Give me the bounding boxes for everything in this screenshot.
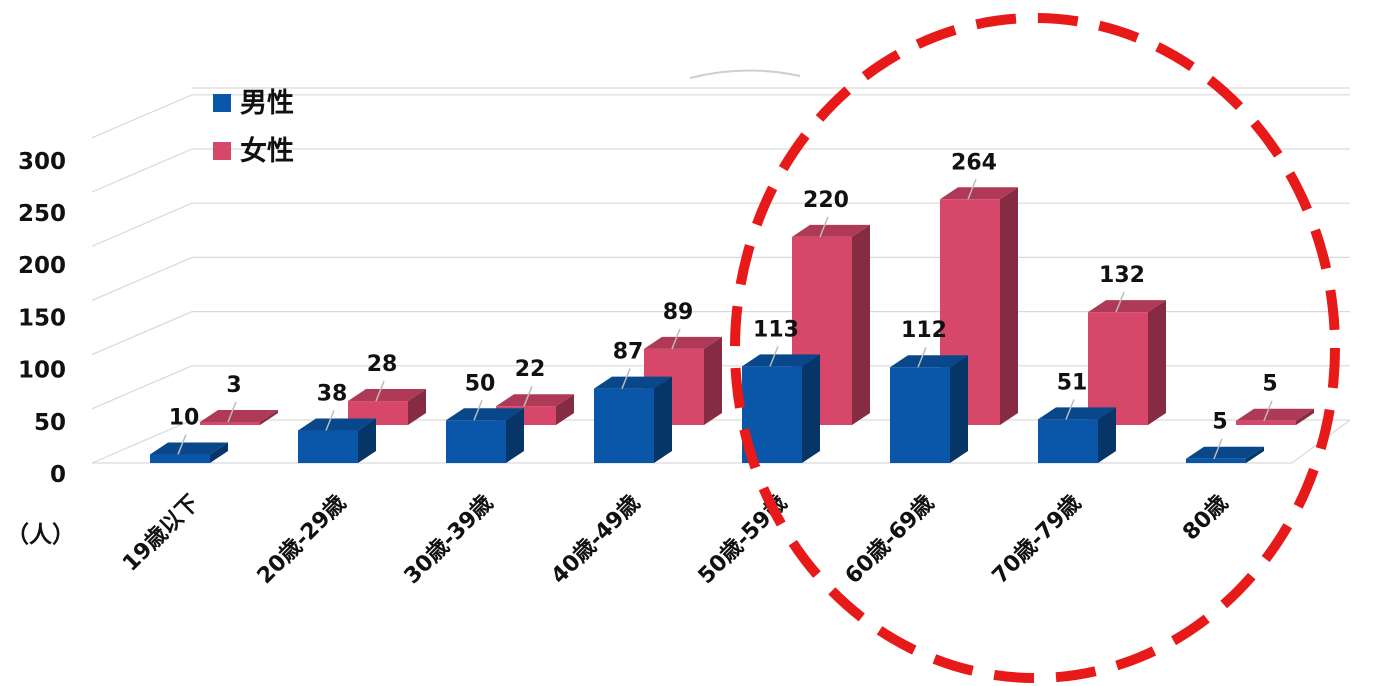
gridline-side	[91, 148, 193, 193]
bar-male	[1038, 407, 1116, 463]
bar-female	[1236, 408, 1314, 425]
leader-line	[375, 380, 385, 402]
leader-line	[473, 399, 483, 421]
gridline-side	[91, 365, 193, 410]
leader-line	[1115, 291, 1125, 313]
bar-male	[446, 408, 524, 463]
legend-label-female: 女性	[240, 135, 294, 167]
category-label: 70歳-79歳	[988, 491, 1087, 590]
leader-line	[227, 401, 237, 423]
y-tick-label: 250	[18, 201, 66, 227]
leader-line	[1213, 438, 1223, 460]
bar-male	[1186, 446, 1264, 463]
legend-swatch-female	[213, 142, 231, 160]
category-label: 20歳-29歳	[253, 491, 352, 590]
data-label: 5	[1262, 372, 1277, 397]
leader-line	[325, 410, 335, 431]
bar-male	[298, 418, 376, 463]
data-label: 264	[951, 150, 997, 175]
gridline-side	[91, 202, 193, 247]
data-label: 5	[1212, 410, 1227, 435]
y-tick-label: 300	[18, 149, 66, 175]
data-label: 3	[226, 373, 241, 398]
gridline-side	[91, 311, 193, 356]
y-tick-label: 100	[18, 358, 66, 384]
bar-female	[200, 410, 278, 425]
y-tick-label: 200	[18, 253, 66, 279]
data-label: 132	[1099, 263, 1145, 288]
decorative-arc	[689, 69, 801, 79]
category-label: 19歳以下	[118, 491, 204, 577]
grid-layer	[91, 87, 1351, 464]
bar-male	[150, 442, 228, 463]
data-labels-layer: 3 28 22 89 220 264 132 5 10 38 50 87 113 112 51 5	[169, 150, 1278, 460]
data-label: 89	[663, 300, 694, 325]
leader-line	[621, 368, 631, 389]
gridline-side	[91, 419, 193, 464]
legend-label-male: 男性	[240, 88, 294, 119]
leader-line	[819, 216, 829, 238]
leader-line	[177, 434, 187, 455]
leader-line	[967, 179, 977, 200]
gridline-side	[91, 94, 193, 139]
category-label: 60歳-69歳	[841, 491, 940, 590]
x-axis-categories: 19歳以下 20歳-29歳 30歳-39歳 40歳-49歳 50歳-59歳 60歳-69歳…	[118, 491, 1233, 590]
y-tick-label: 0	[50, 462, 66, 488]
data-label: 87	[613, 340, 644, 365]
leader-line	[523, 385, 533, 407]
category-label: 30歳-39歳	[400, 491, 499, 590]
bar-male	[594, 376, 672, 463]
bars-layer	[150, 187, 1314, 463]
data-label: 22	[515, 357, 546, 382]
data-label: 10	[169, 405, 200, 430]
legend: 男性 女性	[213, 88, 294, 167]
highlight-dashed-circle	[730, 13, 1340, 683]
data-label: 220	[803, 188, 849, 213]
bar-female	[1088, 300, 1166, 425]
bar-male	[890, 355, 968, 463]
data-label: 28	[367, 352, 398, 377]
data-label: 50	[465, 371, 496, 396]
category-label: 80歳	[1178, 491, 1233, 546]
data-label: 51	[1057, 370, 1088, 395]
leader-line	[671, 328, 681, 350]
leader-line	[769, 346, 779, 367]
y-tick-label: 150	[18, 305, 66, 331]
category-label: 40歳-49歳	[547, 491, 646, 590]
leader-line	[1263, 400, 1273, 422]
leader-line	[917, 346, 927, 368]
y-tick-label: 50	[34, 410, 66, 436]
data-label: 38	[317, 382, 348, 407]
leader-line	[1065, 399, 1075, 420]
gridline-side	[91, 256, 193, 301]
y-axis-unit-label: （人）	[6, 521, 75, 548]
y-axis-ticks: 0 50 100 150 200 250 300	[18, 149, 66, 488]
legend-swatch-male	[213, 94, 231, 112]
data-label: 113	[753, 317, 799, 342]
data-label: 112	[901, 318, 947, 343]
category-label: 50歳-59歳	[694, 491, 793, 590]
